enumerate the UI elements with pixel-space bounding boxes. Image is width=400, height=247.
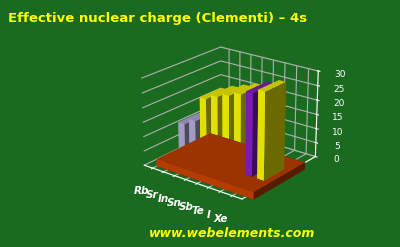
Text: Effective nuclear charge (Clementi) – 4s: Effective nuclear charge (Clementi) – 4s [8, 12, 307, 25]
Text: www.webelements.com: www.webelements.com [149, 227, 315, 240]
